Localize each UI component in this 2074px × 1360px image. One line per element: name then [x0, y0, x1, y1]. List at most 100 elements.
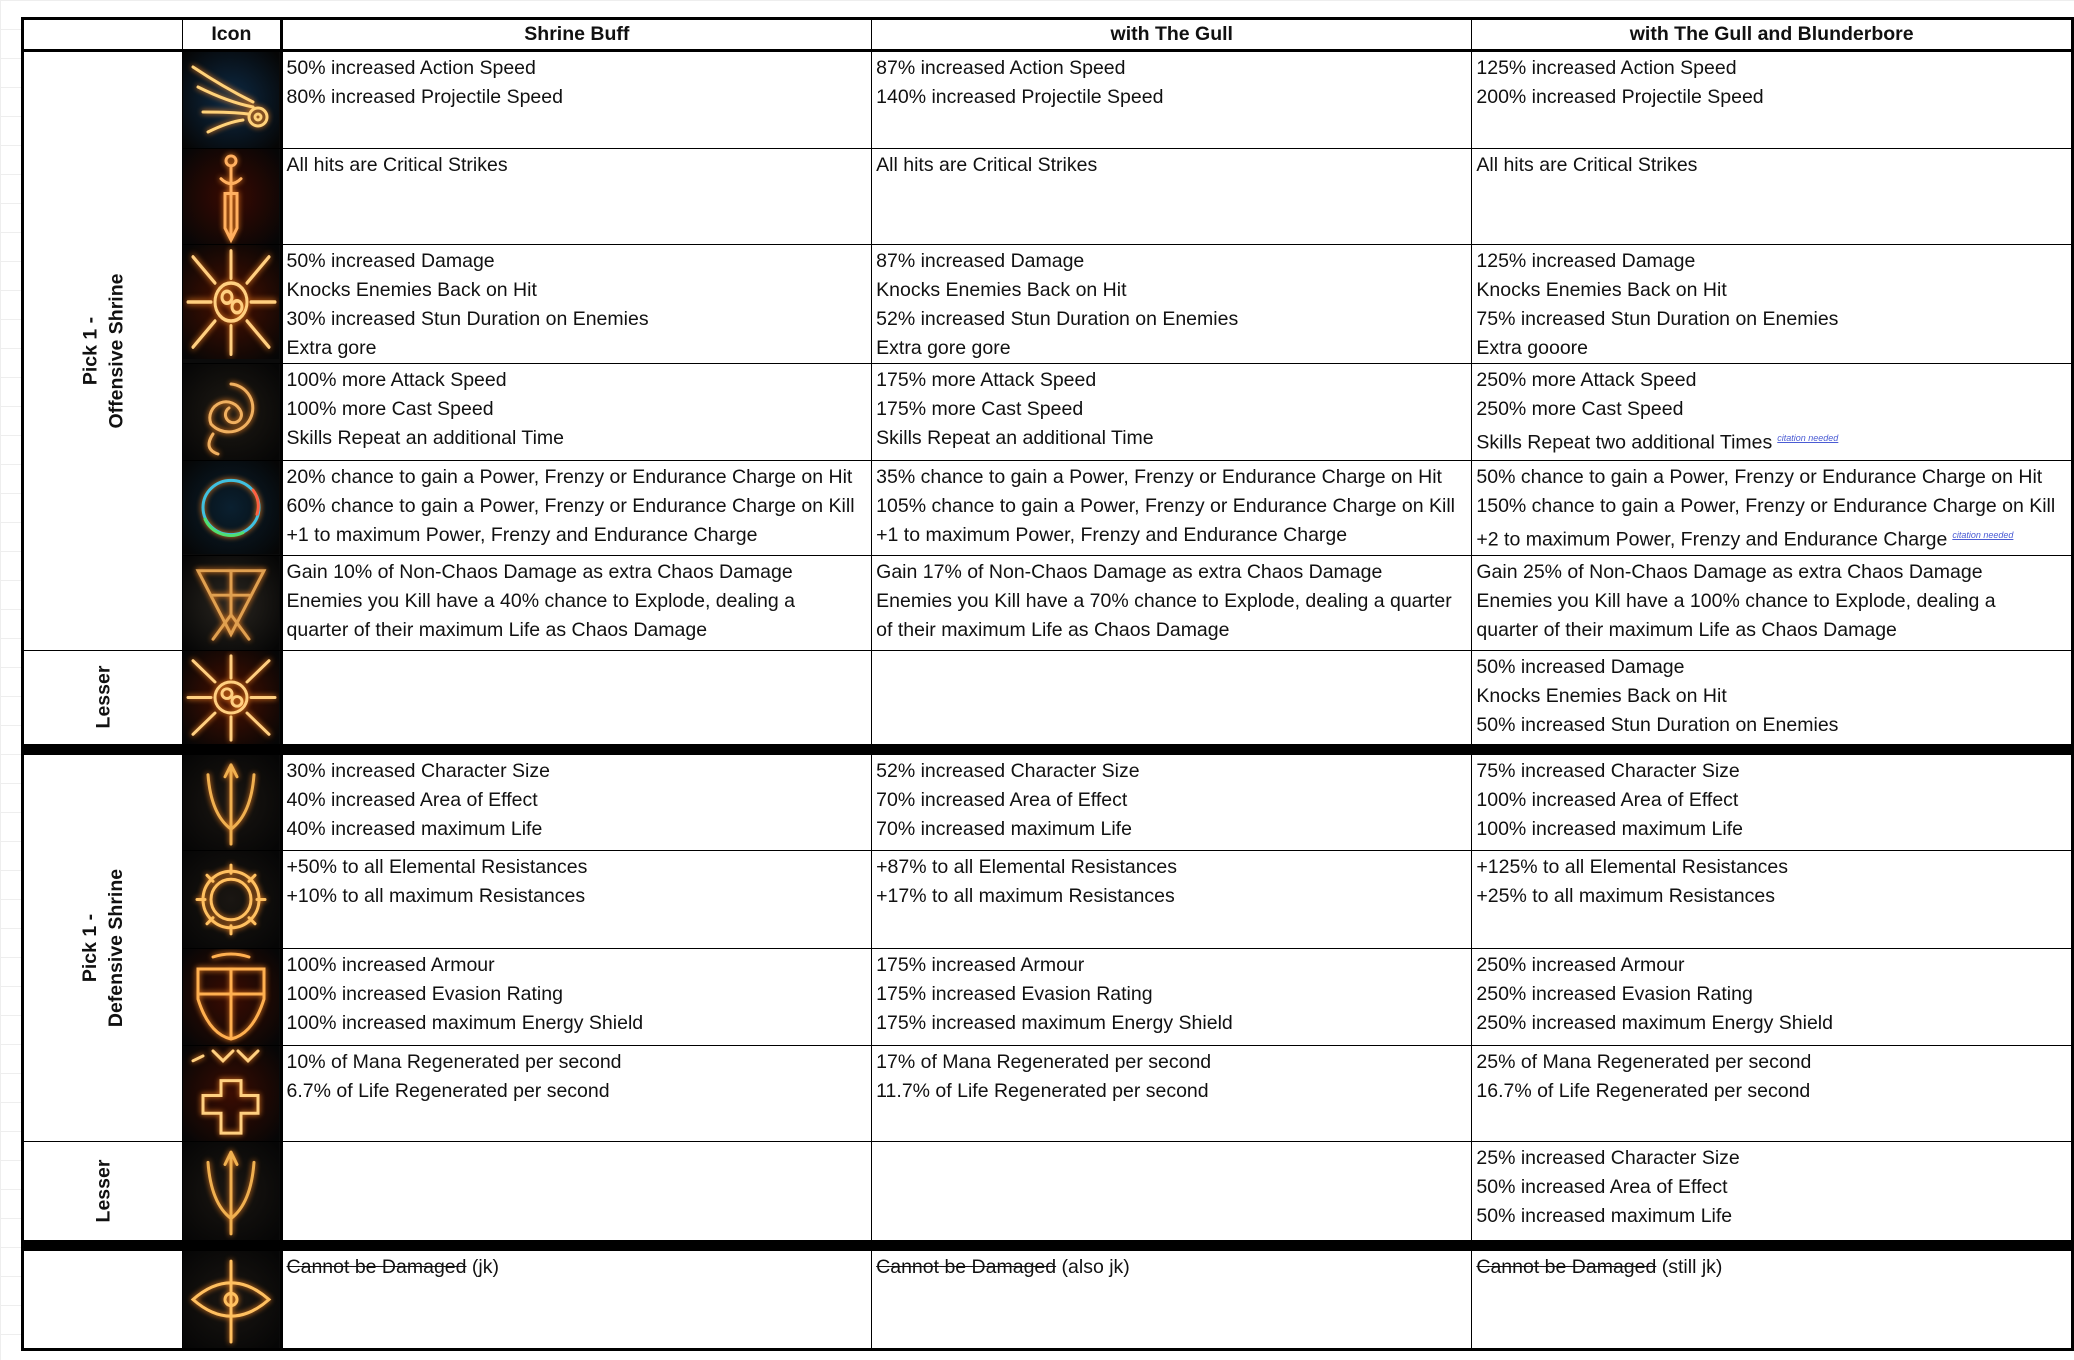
group-label-empty: [21, 1249, 184, 1350]
buff-line: 70% increased Area of Effect: [876, 788, 1128, 811]
shrine-buff-table: Icon Shrine Buff with The Gull with The …: [21, 17, 2074, 1351]
buff-line: 100% increased Armour: [286, 953, 495, 976]
citation-needed-link[interactable]: citation needed: [1777, 433, 1839, 443]
buff-line: 50% increased Damage: [1476, 655, 1685, 678]
buff-line: 20% chance to gain a Power, Frenzy or En…: [286, 466, 853, 488]
shrine-buff-cell: 50% increased Action Speed 80% increased …: [280, 50, 873, 149]
buff-line: 125% increased Action Speed: [1476, 57, 1737, 79]
buff-line: 250% increased Armour: [1476, 953, 1685, 976]
table-body: Pick 1 - Offensive Shrine 50% increased Ac…: [21, 50, 2073, 1350]
buff-line: +125% to all Elemental Resistances: [1476, 855, 1789, 878]
shrine-icon-cell: [182, 947, 283, 1046]
header-with-the-gull: with The Gull: [871, 18, 1473, 52]
group-label-defensive: Pick 1 - Defensive Shrine: [21, 753, 184, 1142]
eye-shrine-icon: [183, 1251, 279, 1348]
shrine-icon-cell: [182, 1044, 283, 1142]
shrine-icon-cell: [182, 554, 283, 651]
buff-line: 100% increased Evasion Rating: [286, 982, 563, 1005]
buff-line: All hits are Critical Strikes: [286, 154, 508, 176]
buff-line: Cannot be Damaged (still jk): [1476, 1253, 2067, 1282]
trident-shrine-icon: [183, 755, 279, 849]
buff-line: 40% increased maximum Life: [286, 817, 543, 840]
with-gull-blunderbore-cell: Gain 25% of Non-Chaos Damage as extra Ch…: [1471, 554, 2073, 651]
buff-line: 175% increased Evasion Rating: [876, 982, 1153, 1005]
buff-line: All hits are Critical Strikes: [1476, 154, 1698, 176]
table-row: Pick 1 - Offensive Shrine 50% increased Ac…: [21, 50, 2073, 651]
buff-line: 6.7% of Life Regenerated per second: [286, 1079, 610, 1102]
shrine-buff-cell: 20% chance to gain a Power, Frenzy or En…: [280, 460, 873, 556]
shrine-buff-cell: 100% increased Armour 100% increased Evas…: [280, 947, 873, 1046]
joke-note: (jk): [466, 1255, 499, 1278]
group-label-text: Pick 1 - Defensive Shrine: [79, 868, 128, 1027]
shrine-buff-cell: 100% more Attack Speed 100% more Cast Spe…: [280, 363, 873, 461]
shrine-icon-cell: [182, 649, 283, 745]
with-gull-cell: 175% increased Armour 175% increased Evas…: [871, 947, 1473, 1046]
with-gull-cell: [871, 1140, 1473, 1241]
buff-line: +17% to all maximum Resistances: [876, 884, 1175, 907]
shrine-icon-cell: [182, 1249, 283, 1350]
with-gull-blunderbore-cell: 25% increased Character Size 50% increase…: [1471, 1140, 2073, 1241]
buff-line: 25% increased Character Size: [1476, 1146, 1740, 1169]
buff-line: Extra gore gore: [876, 337, 1011, 359]
with-gull-blunderbore-cell: 125% increased Action Speed 200% increase…: [1471, 50, 2073, 149]
with-gull-cell: 87% increased Damage Knocks Enemies Back …: [871, 244, 1473, 364]
with-gull-cell: 52% increased Character Size 70% increase…: [871, 753, 1473, 851]
buff-line: 50% increased Action Speed: [286, 57, 536, 79]
header-group: [21, 18, 184, 52]
table-row: All hits are Critical Strikes All hits ar…: [23, 148, 2073, 245]
buff-line: 100% more Cast Speed: [286, 398, 494, 420]
table-row: 100% more Attack Speed 100% more Cast Spe…: [23, 363, 2073, 461]
buff-line: 30% increased Stun Duration on Enemies: [286, 308, 649, 330]
buff-line: 125% increased Damage: [1476, 250, 1696, 272]
citation-needed-link[interactable]: citation needed: [1952, 530, 2014, 540]
buff-line: of their maximum Life as Chaos Damage: [876, 618, 1230, 641]
buff-line: 87% increased Damage: [876, 250, 1085, 272]
table-row: Lesser 50% increased Damage Knocks Enemies…: [21, 649, 2073, 745]
with-gull-cell: 175% more Attack Speed 175% more Cast Spe…: [871, 363, 1473, 461]
shrine-buff-cell: 50% increased Damage Knocks Enemies Back …: [280, 244, 873, 364]
buff-line: quarter of their maximum Life as Chaos D…: [1476, 618, 1897, 641]
header-with-gull-and-blunderbore: with The Gull and Blunderbore: [1471, 18, 2073, 52]
shrine-buff-cell: +50% to all Elemental Resistances +10% to…: [280, 849, 873, 949]
buff-line: Knocks Enemies Back on Hit: [286, 279, 537, 301]
header-icon: Icon: [182, 18, 283, 52]
shrine-buff-cell: [280, 1140, 873, 1241]
group-label-lesser: Lesser: [21, 649, 184, 745]
buff-line: Knocks Enemies Back on Hit: [1476, 279, 1727, 301]
buff-line: Skills Repeat an additional Time: [876, 427, 1154, 449]
with-gull-blunderbore-cell: 50% chance to gain a Power, Frenzy or En…: [1471, 460, 2073, 556]
buff-line: Gain 25% of Non-Chaos Damage as extra Ch…: [1476, 560, 1983, 583]
buff-line: 16.7% of Life Regenerated per second: [1476, 1079, 1811, 1102]
buff-line: 17% of Mana Regenerated per second: [876, 1050, 1212, 1073]
buff-line: +50% to all Elemental Resistances: [286, 855, 588, 878]
buff-line: 250% increased Evasion Rating: [1476, 982, 1753, 1005]
buff-line: Enemies you Kill have a 40% chance to Ex…: [286, 589, 795, 612]
group-label-text: Lesser: [92, 665, 115, 729]
strikethrough-text: Cannot be Damaged: [876, 1255, 1057, 1278]
strikethrough-text: Cannot be Damaged: [286, 1255, 467, 1278]
cross-regen-shrine-icon: [183, 1046, 279, 1140]
buff-line: 175% more Attack Speed: [876, 369, 1097, 391]
with-gull-cell: 35% chance to gain a Power, Frenzy or En…: [871, 460, 1473, 556]
with-gull-blunderbore-cell: 250% increased Armour 250% increased Evas…: [1471, 947, 2073, 1046]
with-gull-blunderbore-cell: 25% of Mana Regenerated per second 16.7% …: [1471, 1044, 2073, 1142]
table-row: 100% increased Armour 100% increased Evas…: [23, 947, 2073, 1046]
strikethrough-text: Cannot be Damaged: [1476, 1255, 1657, 1278]
with-gull-cell: All hits are Critical Strikes: [871, 148, 1473, 245]
with-gull-blunderbore-cell: Cannot be Damaged (still jk): [1471, 1249, 2073, 1350]
buff-line: Extra gooore: [1476, 337, 1589, 359]
buff-line: quarter of their maximum Life as Chaos D…: [286, 618, 708, 641]
joke-note: (also jk): [1056, 1255, 1130, 1278]
dagger-shrine-icon: [183, 149, 279, 244]
buff-line: 75% increased Stun Duration on Enemies: [1476, 308, 1839, 330]
buff-line: +1 to maximum Power, Frenzy and Enduranc…: [876, 524, 1348, 546]
shrine-icon-cell: [182, 1140, 283, 1241]
buff-line: All hits are Critical Strikes: [876, 154, 1098, 176]
buff-line: +10% to all maximum Resistances: [286, 884, 586, 907]
buff-line: +25% to all maximum Resistances: [1476, 884, 1775, 907]
shrine-icon-cell: [182, 50, 283, 149]
header-row: Icon Shrine Buff with The Gull with The …: [21, 18, 2073, 52]
buff-line: 50% increased Damage: [286, 250, 495, 272]
table-row: Gain 10% of Non-Chaos Damage as extra Ch…: [23, 554, 2073, 651]
buff-line: Extra gore: [286, 337, 377, 359]
